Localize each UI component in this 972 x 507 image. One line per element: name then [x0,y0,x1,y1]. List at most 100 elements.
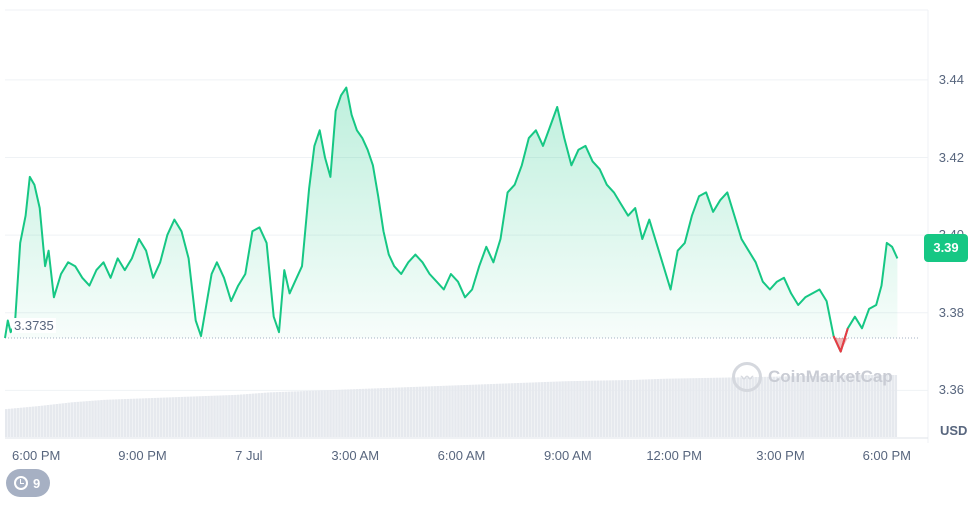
volume-bar [40,405,44,437]
watermark-text: CoinMarketCap [768,367,893,386]
volume-bar [635,379,639,437]
volume-bar [659,378,663,437]
volume-bar [516,383,520,437]
volume-bar [781,376,785,437]
current-price-badge: 3.39 [924,234,968,262]
volume-bar [894,375,898,437]
volume-bar [290,391,294,437]
volume-bar [388,387,392,437]
volume-bar [698,378,701,437]
volume-bar [141,398,145,437]
volume-bar [537,382,541,437]
volume-bar [796,376,799,437]
volume-bar [445,385,448,437]
volume-bar [475,384,478,437]
volume-bar [7,408,11,437]
volume-bar [790,376,793,437]
volume-bar [861,375,865,437]
volume-bar [88,400,91,437]
volume-bar [341,389,344,437]
volume-bar [778,376,782,437]
volume-bar [406,387,410,437]
volume-bar [320,390,323,437]
volume-bar [704,377,707,437]
volume-bar [480,384,484,437]
volume-bar [308,390,312,437]
volume-bar [831,375,835,437]
volume-bar [400,387,404,437]
volume-bar [730,377,734,437]
volume-bar [492,383,496,437]
history-button[interactable]: 9 [6,469,51,497]
volume-bar [112,399,115,437]
volume-bar [67,402,71,437]
volume-bar [305,390,309,437]
volume-bar [840,375,844,437]
volume-bar [448,385,451,437]
volume-bar [718,377,722,437]
volume-bar [198,396,201,437]
volume-bar [237,394,240,437]
volume-bar [168,397,172,437]
history-count: 9 [33,475,41,491]
volume-bar [769,376,773,437]
coinmarketcap-logo-icon: 〰 [732,362,762,392]
volume-bar [579,380,582,437]
volume-bar [284,391,288,437]
volume-bar [409,387,413,437]
y-tick-label: 3.44 [938,71,964,87]
volume-bar [638,379,642,437]
volume-bar [873,375,877,437]
volume-bar [823,375,826,437]
volume-bar [338,389,341,437]
volume-bar [219,395,222,437]
volume-bar [266,392,270,437]
volume-bar [115,399,118,437]
volume-bar [617,380,621,437]
x-tick-label: 12:00 PM [646,448,702,463]
volume-bar [477,384,481,437]
volume-bar [558,381,561,437]
volume-bar [662,378,666,437]
volume-bar [656,378,660,437]
volume-bar [25,407,29,437]
volume-bar [623,380,627,437]
volume-bar [546,381,549,437]
volume-bar [192,396,195,437]
volume-bar [37,406,41,437]
volume-bar [680,378,683,437]
x-tick-label: 3:00 PM [756,448,805,463]
volume-bar [876,375,880,437]
volume-bar [353,389,356,437]
currency-label: USD [940,423,968,438]
volume-bar [626,380,630,437]
volume-bar [103,399,106,437]
volume-bar [61,403,65,437]
volume-bar [888,375,892,437]
volume-bar [242,394,246,437]
volume-bar [379,388,383,437]
volume-bar [599,380,603,437]
volume-bar [513,383,517,437]
volume-bar [721,377,725,437]
volume-bar [418,386,422,437]
volume-bar [724,377,728,437]
volume-bar [189,396,193,437]
volume-bar [811,375,814,437]
volume-bar [13,408,17,437]
volume-bar [614,380,618,437]
volume-bar [751,377,755,437]
volume-bar [442,385,445,437]
volume-bar [85,401,88,437]
volume-bar [525,382,529,437]
volume-bar [713,377,716,437]
volume-bar [314,390,317,437]
volume-bar [165,397,169,437]
volume-bar [55,404,59,437]
volume-bar [251,393,255,437]
volume-bar [837,375,841,437]
volume-bar [665,378,668,437]
volume-bar [596,380,600,437]
volume-bar [228,395,231,437]
